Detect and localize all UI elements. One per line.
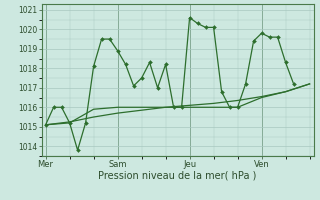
X-axis label: Pression niveau de la mer( hPa ): Pression niveau de la mer( hPa ) <box>99 171 257 181</box>
